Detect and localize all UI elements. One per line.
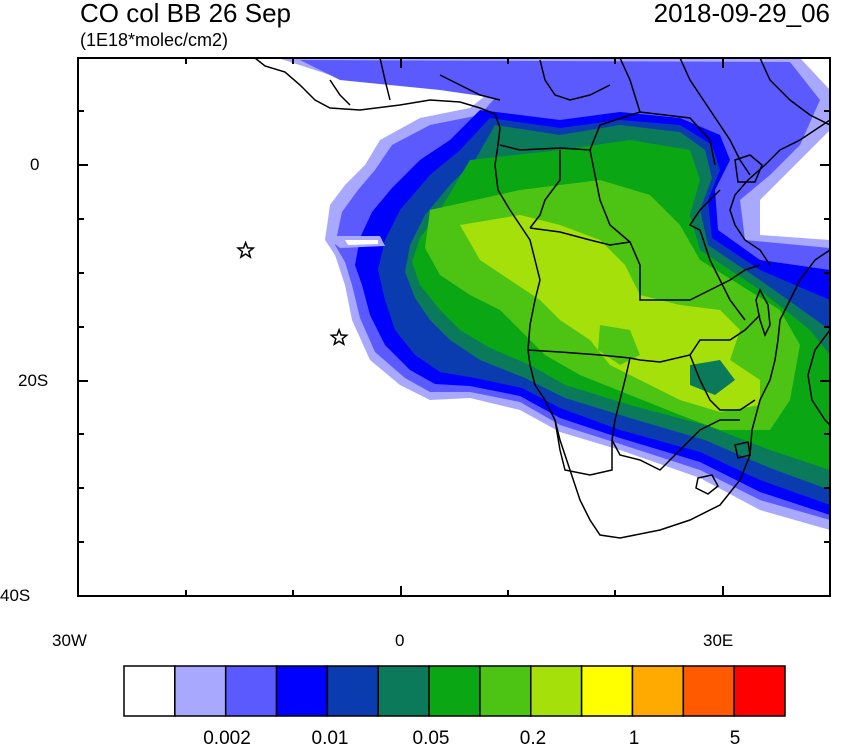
colorbar-swatch [530, 665, 583, 717]
lon-label-30e: 30E [703, 631, 734, 650]
star-marker-icon [329, 327, 349, 346]
colorbar-swatch [682, 665, 735, 717]
colorbar-swatch [123, 665, 176, 717]
co-plume [278, 58, 830, 530]
plume-patch-green [598, 325, 640, 365]
map-frame [77, 57, 831, 597]
lat-label-0: 0 [30, 155, 40, 174]
colorbar-label-4: 1 [628, 728, 640, 749]
colorbar-swatch [631, 665, 685, 717]
map-title: CO col BB 26 Sep [80, 0, 291, 28]
colorbar-label-5: 5 [729, 728, 741, 749]
colorbar-swatch [428, 665, 481, 717]
site-markers [235, 240, 349, 346]
lat-label-40s: 40S [0, 586, 31, 605]
colorbar-label-1: 0.01 [311, 728, 349, 749]
colorbar-swatch [326, 665, 379, 717]
plume-patch-teal [690, 360, 735, 395]
colorbar-swatch [174, 665, 227, 717]
colorbar-swatch [377, 665, 430, 717]
plume-tongue-white [345, 240, 378, 245]
plume-layer-yellow-green [460, 215, 760, 412]
lon-label-0: 0 [395, 631, 405, 650]
colorbar-swatch [275, 665, 329, 717]
colorbar-swatch [479, 665, 532, 717]
star-marker-icon [235, 240, 256, 259]
colorbar-swatch [224, 665, 278, 717]
datetime-label: 2018-09-29_06 [653, 0, 830, 28]
units-label: (1E18*molec/cm2) [80, 30, 229, 50]
colorbar-label-2: 0.05 [412, 728, 450, 749]
colorbar [123, 665, 786, 717]
colorbar-swatch [733, 665, 786, 717]
lon-label-30w: 30W [52, 631, 87, 650]
colorbar-swatch [580, 665, 634, 717]
colorbar-label-0: 0.002 [203, 728, 251, 749]
coastlines [254, 58, 830, 539]
colorbar-label-3: 0.2 [519, 728, 547, 749]
lat-label-20s: 20S [18, 371, 49, 390]
